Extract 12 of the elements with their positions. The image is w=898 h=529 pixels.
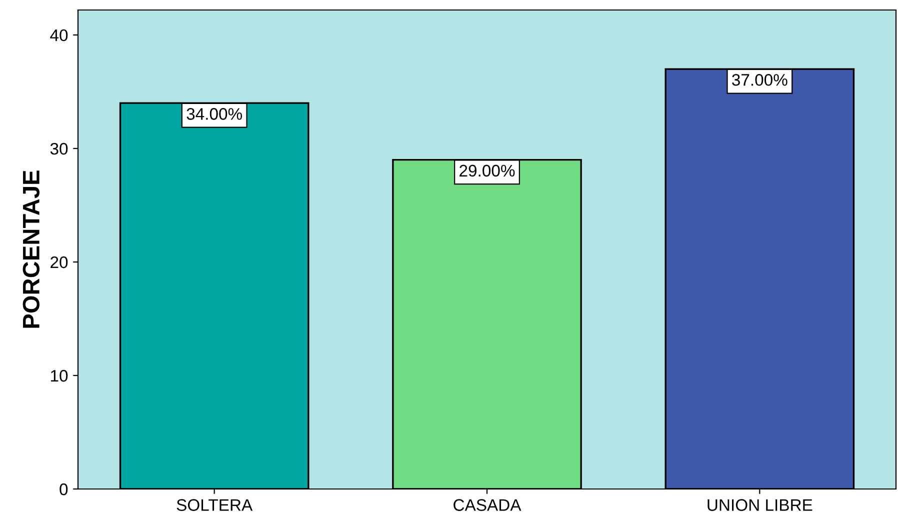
data-label: 34.00% bbox=[186, 108, 242, 120]
x-tick-label: CASADA bbox=[454, 499, 522, 511]
data-label: 29.00% bbox=[460, 164, 515, 177]
y-tick-label: 30 bbox=[50, 142, 68, 155]
y-tick-label: 10 bbox=[51, 370, 68, 382]
y-tick-label: 20 bbox=[50, 256, 68, 268]
x-tick-label: SOLTERA bbox=[176, 499, 253, 511]
x-tick-label: UNION LIBRE bbox=[708, 499, 812, 511]
y-tick-label: 40 bbox=[50, 29, 68, 42]
data-label: 37.00% bbox=[732, 74, 788, 86]
y-axis-title: PORCENTAJE bbox=[22, 170, 40, 328]
y-tick-label: 0 bbox=[60, 483, 68, 496]
